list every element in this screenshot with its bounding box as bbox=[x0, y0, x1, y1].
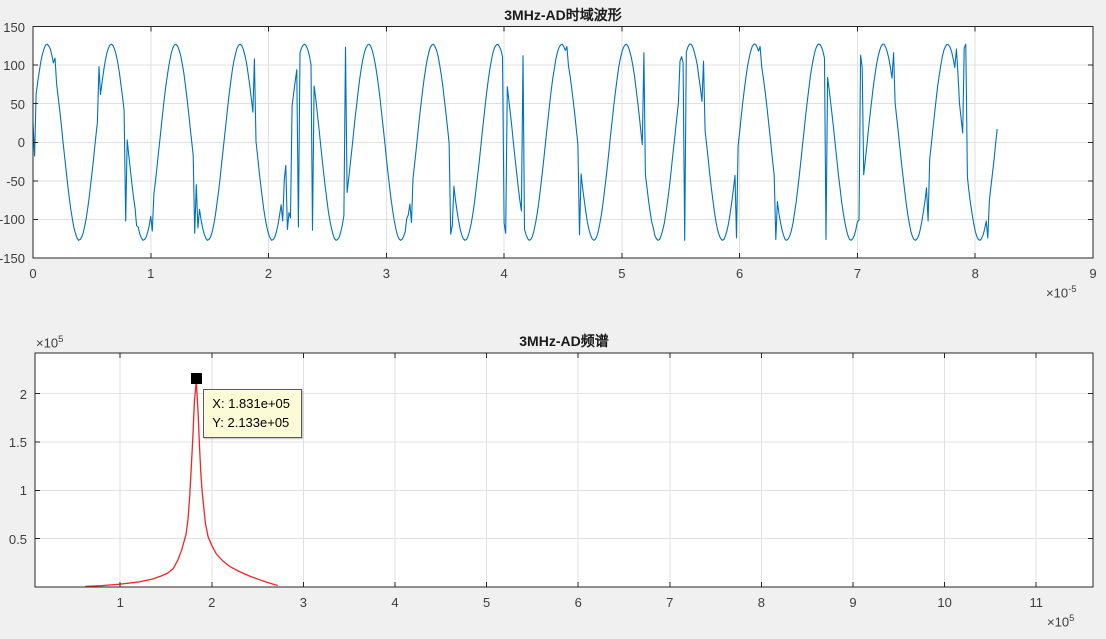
tick-marks bbox=[35, 353, 1093, 587]
x-tick-label: 8 bbox=[971, 266, 979, 281]
x-tick-label: 10 bbox=[937, 595, 952, 610]
spectrum-plot bbox=[34, 352, 1094, 588]
plot-background bbox=[35, 353, 1093, 587]
exponent-power: -5 bbox=[1068, 284, 1077, 295]
exponent-mantissa: ×10 bbox=[36, 335, 59, 351]
y-tick-label: -150 bbox=[0, 251, 25, 266]
ad-spectrum-path bbox=[85, 380, 278, 588]
y-tick-label: 1.5 bbox=[8, 434, 27, 450]
x-tick-label: 0 bbox=[29, 266, 37, 281]
x-tick-label: 4 bbox=[500, 266, 508, 281]
x-tick-label: 9 bbox=[849, 595, 857, 610]
y-tick-label: 0.5 bbox=[8, 531, 27, 547]
x-tick-label: 9 bbox=[1089, 266, 1097, 281]
ad-time-waveform-path bbox=[32, 43, 998, 241]
x-tick-label: 4 bbox=[391, 595, 399, 610]
x-tick-label: 1 bbox=[116, 595, 124, 610]
exponent-power: 5 bbox=[1069, 613, 1075, 624]
y-tick-label: 1 bbox=[19, 483, 27, 499]
exponent-mantissa: ×10 bbox=[1046, 285, 1069, 301]
time-xaxis-exponent: ×10-5 bbox=[1046, 284, 1077, 300]
y-tick-label: -100 bbox=[0, 212, 25, 228]
y-tick-label: -50 bbox=[6, 173, 25, 189]
time-plot-title: 3MHz-AD时域波形 bbox=[504, 7, 622, 23]
y-tick-label: 50 bbox=[10, 96, 25, 112]
datatip-marker[interactable] bbox=[190, 373, 202, 385]
x-tick-label: 2 bbox=[208, 595, 216, 610]
x-tick-label: 8 bbox=[757, 595, 766, 610]
x-tick-label: 11 bbox=[1029, 595, 1043, 610]
x-tick-label: 5 bbox=[482, 595, 491, 610]
exponent-power: 5 bbox=[58, 334, 64, 345]
y-tick-label: 0 bbox=[17, 135, 25, 151]
grid-lines bbox=[35, 353, 1093, 587]
grid-lines bbox=[33, 26, 1093, 258]
x-tick-label: 2 bbox=[264, 266, 273, 281]
datatip-y-value: Y: 2.133e+05 bbox=[212, 414, 290, 430]
x-tick-label: 1 bbox=[147, 266, 155, 281]
x-tick-label: 7 bbox=[853, 266, 862, 281]
spectrum-yaxis-exponent: ×105 bbox=[36, 334, 63, 350]
x-tick-label: 3 bbox=[299, 595, 308, 610]
x-tick-label: 6 bbox=[736, 266, 744, 281]
spectrum-plot-title: 3MHz-AD频谱 bbox=[519, 333, 609, 349]
exponent-mantissa: ×10 bbox=[1047, 614, 1070, 630]
y-tick-label: 150 bbox=[3, 19, 25, 35]
datatip-x-value: X: 1.831e+05 bbox=[212, 395, 291, 411]
x-tick-label: 5 bbox=[618, 266, 626, 281]
spectrum-xaxis-exponent: ×105 bbox=[1047, 613, 1074, 629]
y-tick-label: 2 bbox=[19, 386, 27, 402]
tick-marks bbox=[32, 26, 1094, 259]
x-tick-label: 7 bbox=[666, 595, 674, 610]
y-tick-label: 100 bbox=[3, 58, 25, 74]
x-tick-label: 3 bbox=[382, 266, 390, 281]
datatip-tooltip[interactable]: X: 1.831e+05 Y: 2.133e+05 bbox=[203, 388, 303, 438]
axes-box bbox=[34, 352, 1094, 588]
time-domain-plot bbox=[32, 26, 1094, 259]
x-tick-label: 6 bbox=[574, 595, 582, 610]
